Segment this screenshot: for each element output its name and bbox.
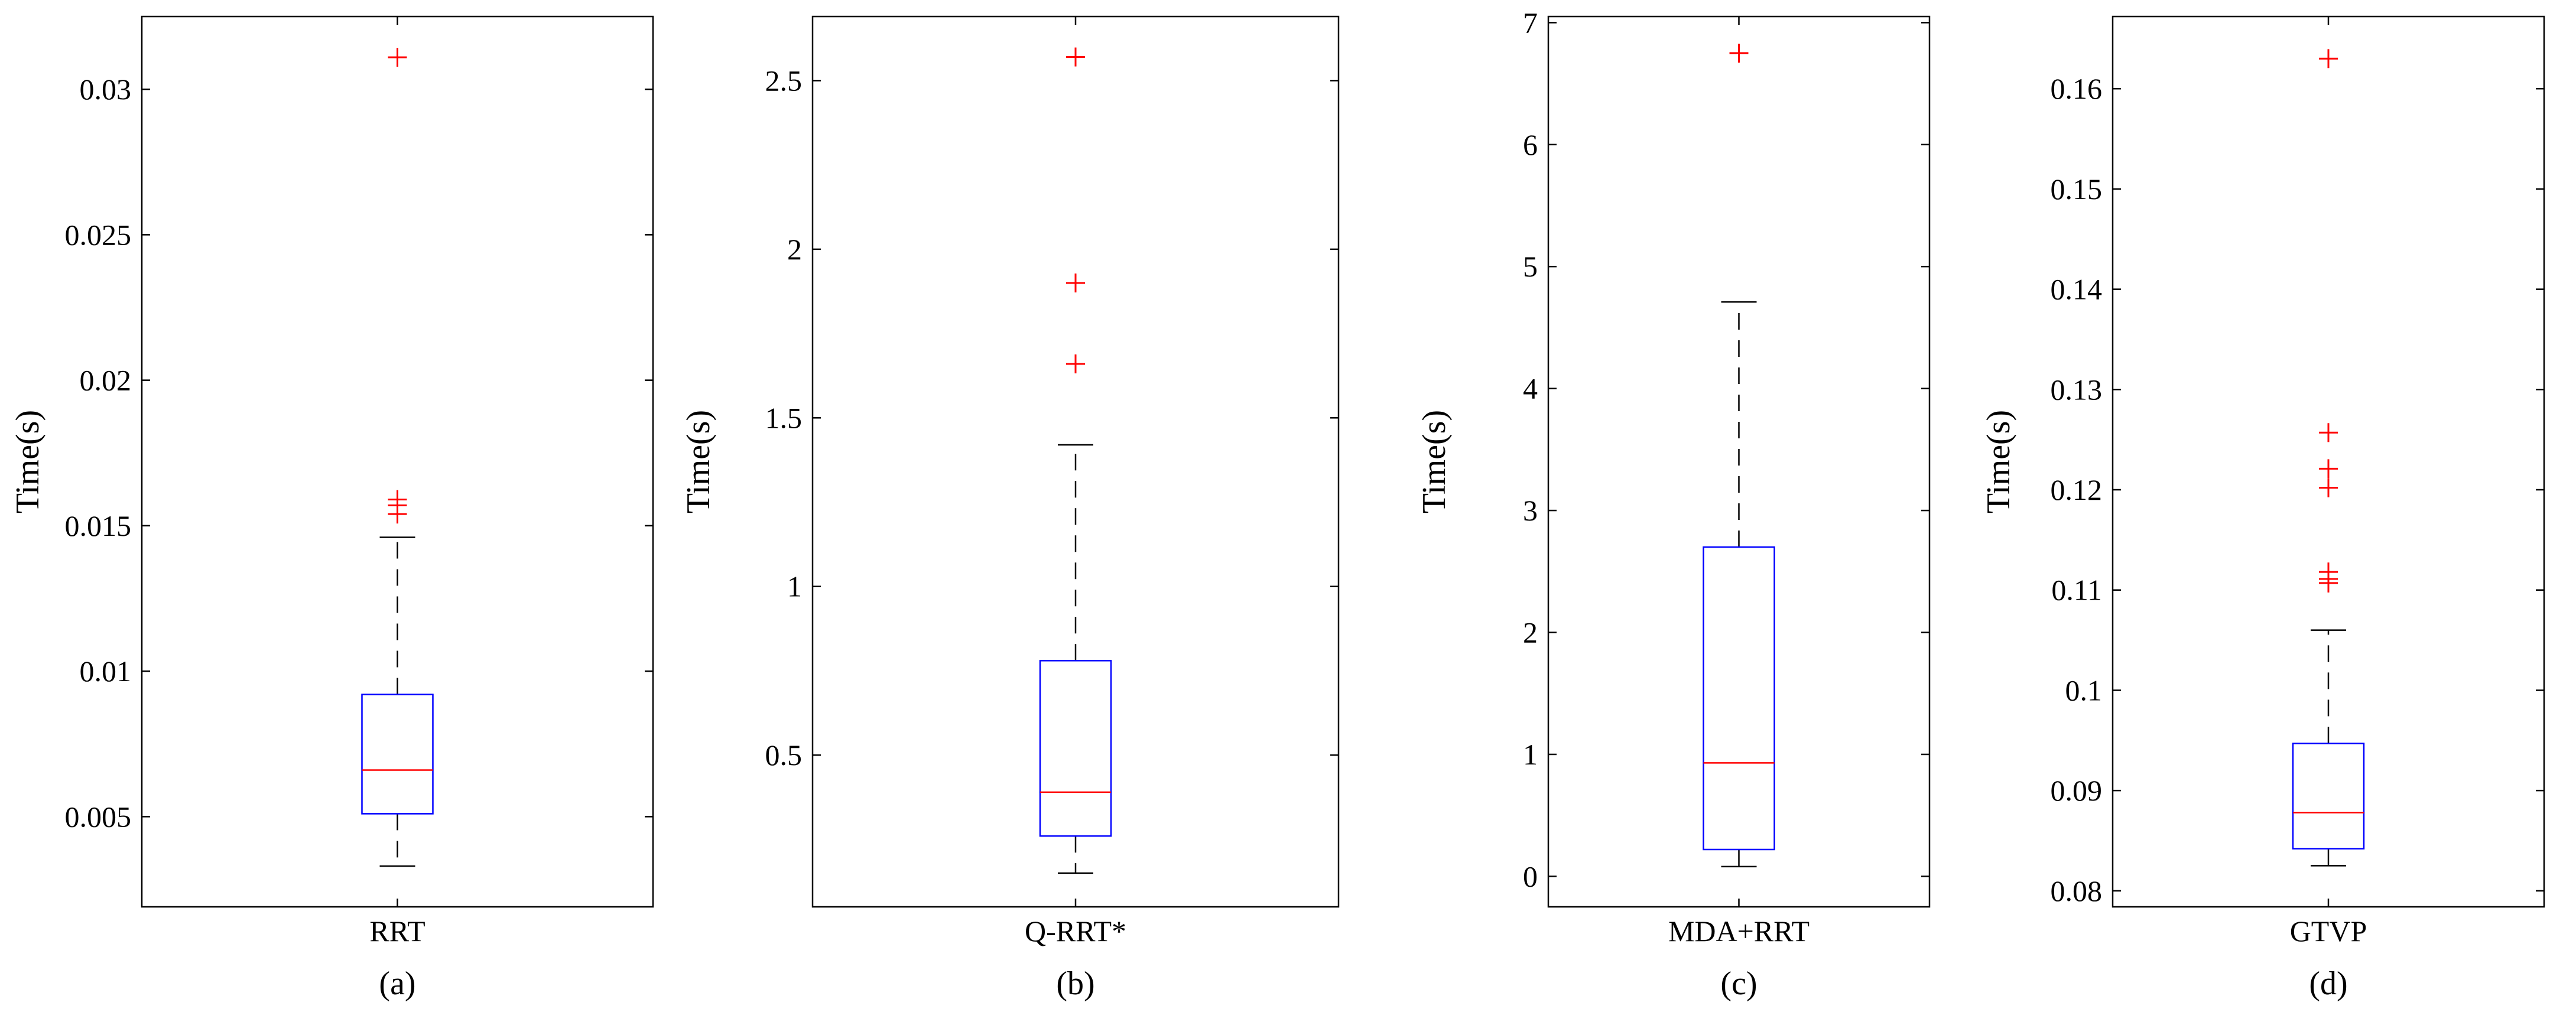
y-tick-label: 0.16 [2051,72,2103,105]
iqr-box [2292,743,2365,850]
y-tick-label: 1.5 [765,401,803,434]
outlier-marker [2319,459,2338,479]
y-tick-label: 0.11 [2051,574,2102,607]
outlier-marker [1729,43,1749,63]
y-axis-label: Time(s) [9,410,46,513]
y-axis-label: Time(s) [1980,410,2017,513]
x-category-label: Q-RRT* [1025,915,1126,948]
y-axis-label: Time(s) [1416,410,1453,513]
y-tick-label: 6 [1523,128,1538,161]
y-tick-label: 0.12 [2051,473,2103,506]
outlier-marker [1066,47,1085,67]
panel-caption: (b) [1056,965,1094,1002]
panel-caption: (c) [1720,965,1757,1002]
y-tick-label: 2.5 [765,64,803,97]
y-tick-label: 0.02 [80,364,132,397]
y-axis-label: Time(s) [680,410,717,513]
x-category-label: RRT [369,915,425,948]
y-tick-label: 0.14 [2051,273,2103,306]
y-tick-label: 2 [787,233,802,266]
panel-caption: (d) [2309,965,2347,1002]
y-tick-label: 1 [787,570,802,603]
iqr-box [361,694,434,815]
y-tick-label: 0.5 [765,738,803,772]
iqr-box [1703,546,1775,851]
boxplot-panel: 0.5 1 1.5 2 2.5 Q-RRT* (b) Time(s) [680,15,1340,1002]
boxplot-panel: 0.005 0.01 0.015 0.02 0.025 0.03 RRT (a) Time(s) [9,15,654,1002]
outlier-marker [1066,354,1085,373]
boxplot-panel: 0 1 2 3 4 5 6 7 MDA+RRT (c) Time(s) [1416,6,1931,1002]
y-tick-label: 0.13 [2051,373,2103,406]
y-tick-label: 3 [1523,494,1538,527]
y-tick-label: 0.025 [65,218,132,251]
boxplot-panel: 0.08 0.09 0.1 0.11 0.12 0.13 0.14 0.15 0.16 GTVP (… [1980,15,2545,1002]
y-tick-label: 0.01 [80,655,132,688]
outlier-marker [1066,273,1085,292]
y-tick-label: 0.005 [65,800,132,833]
x-category-label: GTVP [2290,915,2367,948]
y-tick-label: 0.09 [2051,774,2103,807]
y-tick-label: 5 [1523,250,1538,283]
y-tick-label: 0.1 [2065,673,2103,707]
iqr-box [1039,660,1112,837]
y-tick-label: 2 [1523,616,1538,649]
y-tick-label: 0.08 [2051,874,2103,907]
outlier-marker [388,490,407,509]
x-category-label: MDA+RRT [1668,915,1810,948]
y-tick-label: 1 [1523,738,1538,771]
y-tick-label: 0.015 [65,509,132,542]
outlier-marker [2319,49,2338,69]
y-tick-label: 4 [1523,372,1538,405]
y-tick-label: 0.15 [2051,173,2103,206]
panel-caption: (a) [379,965,415,1002]
y-tick-label: 0 [1523,860,1538,893]
outlier-marker [2319,478,2338,497]
outlier-marker [2319,423,2338,442]
y-tick-label: 0.03 [80,73,132,106]
outlier-marker [2319,562,2338,582]
outlier-marker [388,47,407,67]
y-tick-label: 7 [1523,6,1538,39]
